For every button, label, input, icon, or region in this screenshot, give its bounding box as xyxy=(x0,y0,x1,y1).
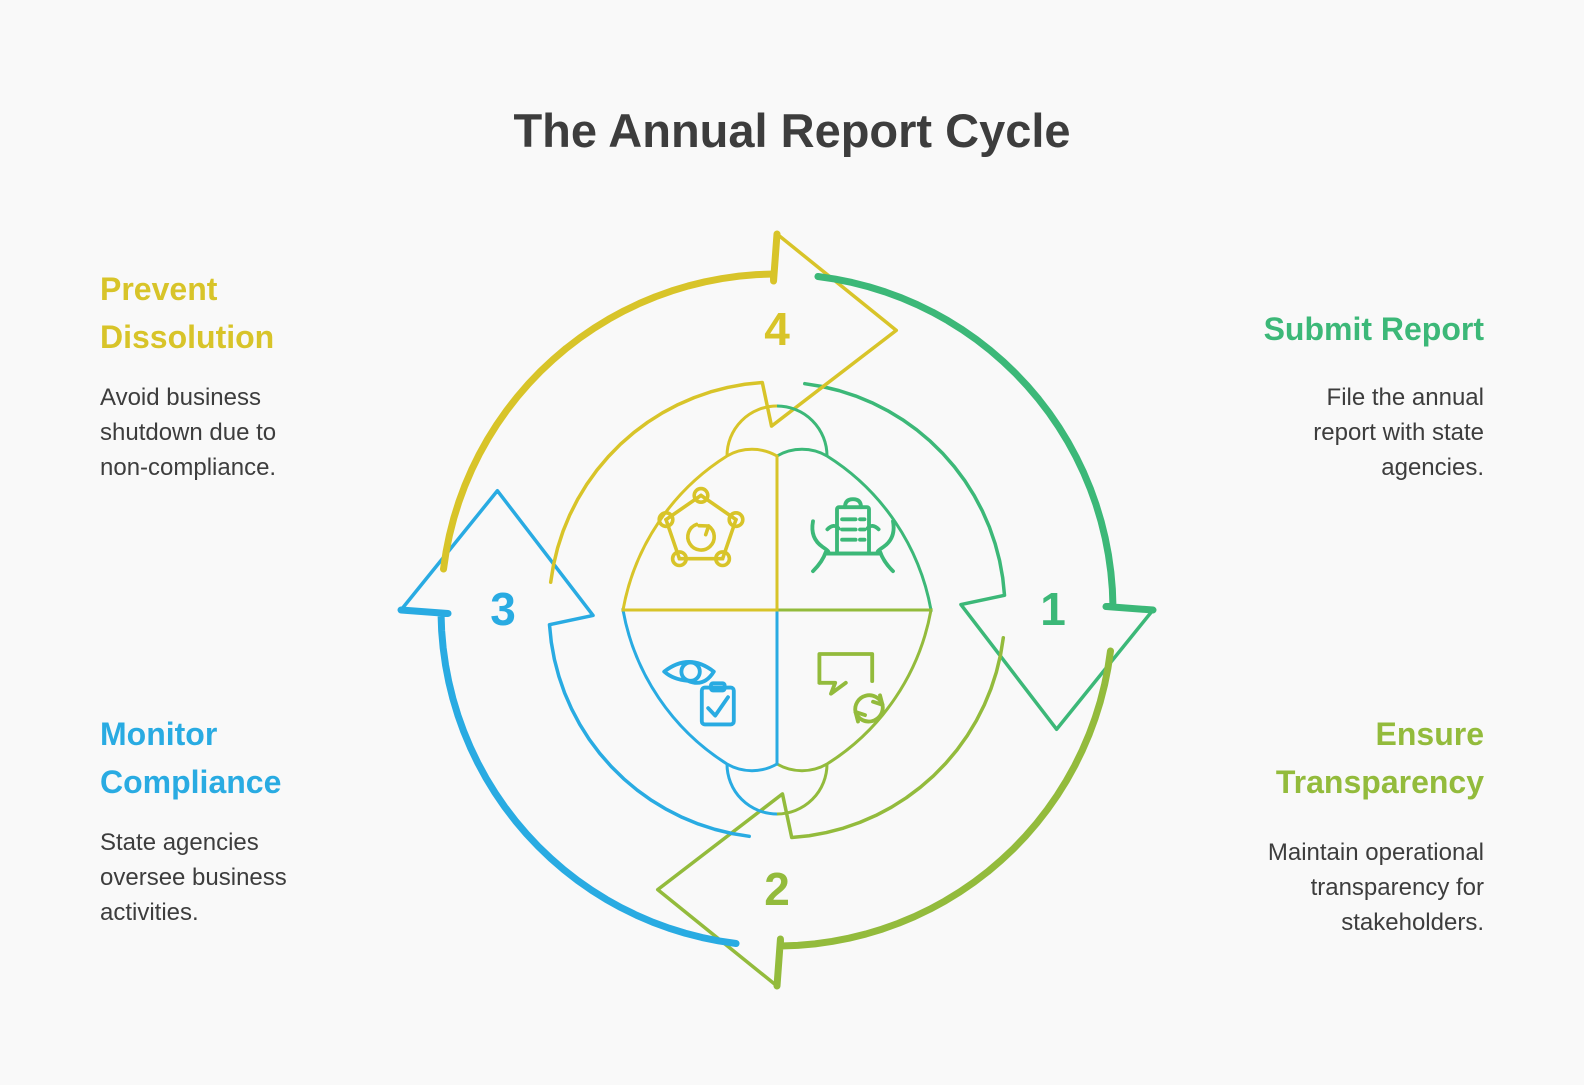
svg-text:shutdown due to: shutdown due to xyxy=(100,419,276,446)
svg-text:Transparency: Transparency xyxy=(1276,764,1484,800)
svg-text:Maintain operational: Maintain operational xyxy=(1268,839,1484,866)
svg-text:File the annual: File the annual xyxy=(1327,384,1484,411)
svg-text:oversee business: oversee business xyxy=(100,864,287,891)
svg-text:Ensure: Ensure xyxy=(1376,716,1484,752)
svg-text:Monitor: Monitor xyxy=(100,716,217,752)
svg-text:2: 2 xyxy=(764,863,790,915)
svg-text:State agencies: State agencies xyxy=(100,829,259,856)
svg-text:activities.: activities. xyxy=(100,899,199,926)
svg-text:report with state: report with state xyxy=(1313,419,1484,446)
svg-text:4: 4 xyxy=(764,303,790,355)
svg-text:1: 1 xyxy=(1040,583,1066,635)
svg-text:Avoid business: Avoid business xyxy=(100,384,261,411)
svg-text:agencies.: agencies. xyxy=(1381,454,1484,481)
svg-text:stakeholders.: stakeholders. xyxy=(1341,909,1484,936)
svg-text:Prevent: Prevent xyxy=(100,271,218,307)
svg-text:Submit Report: Submit Report xyxy=(1264,311,1485,347)
svg-text:Dissolution: Dissolution xyxy=(100,319,274,355)
svg-text:3: 3 xyxy=(490,583,516,635)
svg-text:non-compliance.: non-compliance. xyxy=(100,454,276,481)
svg-text:transparency for: transparency for xyxy=(1311,874,1484,901)
svg-text:The Annual Report Cycle: The Annual Report Cycle xyxy=(513,104,1070,157)
svg-text:Compliance: Compliance xyxy=(100,764,281,800)
